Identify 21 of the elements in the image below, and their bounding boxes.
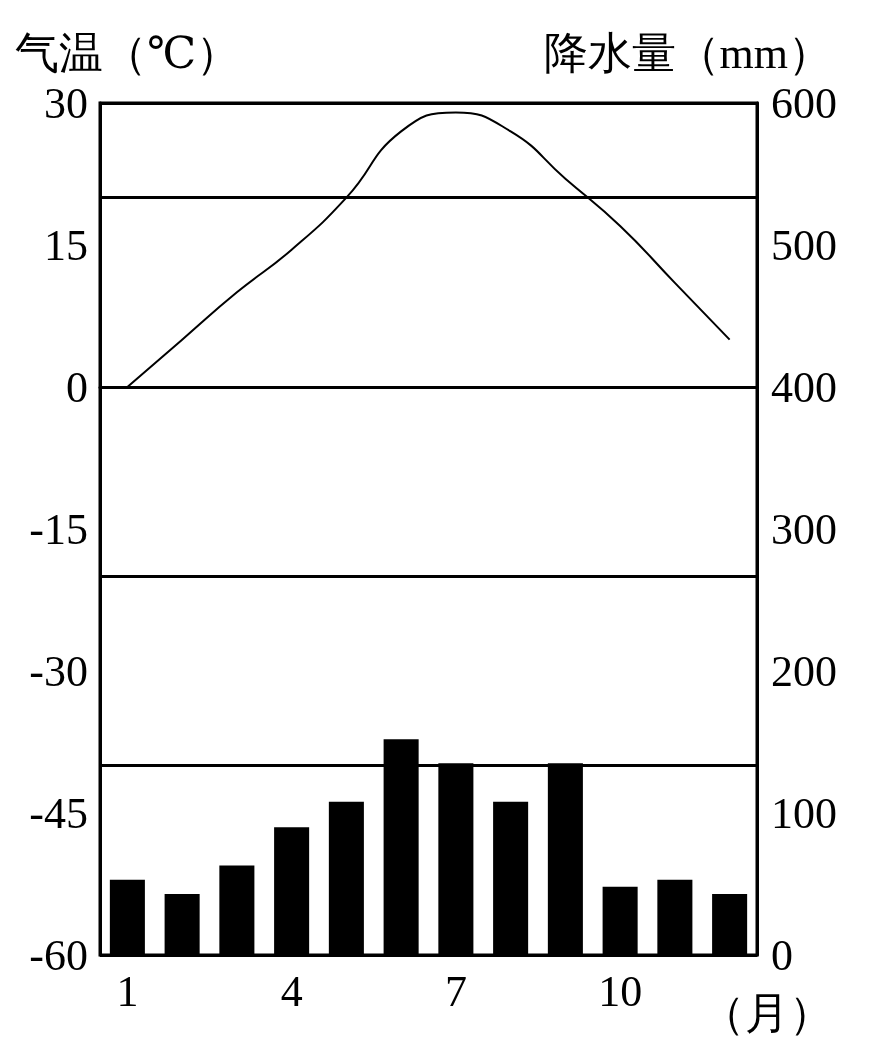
x-tick-label: 1 [116, 966, 139, 1016]
y2-tick-label: 200 [771, 646, 837, 696]
y-tick-label: 0 [66, 362, 88, 412]
x-axis-title: （月） [701, 988, 833, 1038]
y2-tick-label: 500 [771, 220, 837, 270]
y-axis-title: 气温（℃） [15, 28, 241, 78]
y-tick-label: -45 [29, 788, 88, 838]
y2-tick-label: 400 [771, 362, 837, 412]
y-tick-label: 15 [44, 220, 88, 270]
x-tick-label: 4 [280, 966, 303, 1016]
x-tick-label: 10 [598, 966, 643, 1016]
y2-axis-title: 降水量（mm） [543, 28, 832, 78]
x-tick-label: 7 [444, 966, 467, 1016]
y-tick-label: -30 [29, 646, 88, 696]
y-tick-label: -60 [29, 930, 88, 980]
y-tick-label: -15 [29, 504, 88, 554]
y2-tick-label: 600 [771, 78, 837, 128]
y2-tick-label: 100 [771, 788, 837, 838]
y-tick-label: 30 [44, 78, 88, 128]
y2-tick-label: 300 [771, 504, 837, 554]
y2-tick-label: 0 [771, 930, 793, 980]
